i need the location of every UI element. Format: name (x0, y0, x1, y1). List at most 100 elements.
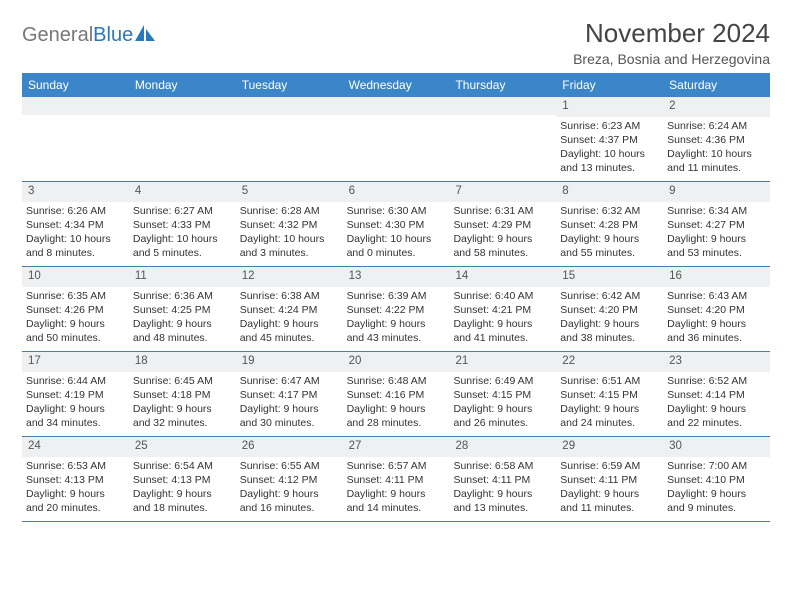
day-number: 1 (556, 97, 663, 117)
daylight-text: and 45 minutes. (240, 331, 337, 345)
sunset-text: Sunset: 4:12 PM (240, 473, 337, 487)
day-number: 4 (129, 182, 236, 202)
day-content: Sunrise: 6:40 AMSunset: 4:21 PMDaylight:… (449, 289, 556, 346)
sunset-text: Sunset: 4:24 PM (240, 303, 337, 317)
sunset-text: Sunset: 4:13 PM (133, 473, 230, 487)
weekday-header: Friday (556, 73, 663, 97)
daylight-text: and 55 minutes. (560, 246, 657, 260)
day-cell: 1 Sunrise: 6:23 AMSunset: 4:37 PMDaylight… (556, 97, 663, 181)
daylight-text: Daylight: 9 hours (240, 402, 337, 416)
daylight-text: Daylight: 10 hours (667, 147, 764, 161)
day-cell: 28Sunrise: 6:58 AMSunset: 4:11 PMDayligh… (449, 437, 556, 521)
daylight-text: Daylight: 9 hours (26, 317, 123, 331)
day-number: 23 (663, 352, 770, 372)
day-content: Sunrise: 6:49 AMSunset: 4:15 PMDaylight:… (449, 374, 556, 431)
daylight-text: Daylight: 9 hours (560, 487, 657, 501)
day-content: Sunrise: 6:45 AMSunset: 4:18 PMDaylight:… (129, 374, 236, 431)
sunset-text: Sunset: 4:32 PM (240, 218, 337, 232)
sunrise-text: Sunrise: 6:59 AM (560, 459, 657, 473)
day-number: 10 (22, 267, 129, 287)
daylight-text: and 58 minutes. (453, 246, 550, 260)
weeks-container: 1Sunrise: 6:23 AMSunset: 4:37 PMDaylight… (22, 97, 770, 522)
daylight-text: and 18 minutes. (133, 501, 230, 515)
daylight-text: and 48 minutes. (133, 331, 230, 345)
page-header: GeneralBlue November 2024 Breza, Bosnia … (22, 18, 770, 67)
daylight-text: Daylight: 9 hours (347, 487, 444, 501)
day-cell: 5Sunrise: 6:28 AMSunset: 4:32 PMDaylight… (236, 182, 343, 266)
day-number: 20 (343, 352, 450, 372)
daylight-text: and 3 minutes. (240, 246, 337, 260)
brand-part1: General (22, 24, 93, 47)
daylight-text: Daylight: 9 hours (240, 317, 337, 331)
day-cell: 26Sunrise: 6:55 AMSunset: 4:12 PMDayligh… (236, 437, 343, 521)
weekday-header: Saturday (663, 73, 770, 97)
day-cell (449, 97, 556, 181)
daylight-text: Daylight: 9 hours (453, 317, 550, 331)
day-cell (236, 97, 343, 181)
day-content: Sunrise: 6:42 AMSunset: 4:20 PMDaylight:… (556, 289, 663, 346)
sunrise-text: Sunrise: 6:53 AM (26, 459, 123, 473)
day-cell: 15Sunrise: 6:42 AMSunset: 4:20 PMDayligh… (556, 267, 663, 351)
day-cell: 13Sunrise: 6:39 AMSunset: 4:22 PMDayligh… (343, 267, 450, 351)
day-cell: 19Sunrise: 6:47 AMSunset: 4:17 PMDayligh… (236, 352, 343, 436)
day-number: 14 (449, 267, 556, 287)
daylight-text: Daylight: 9 hours (347, 402, 444, 416)
day-number (22, 97, 129, 115)
daylight-text: Daylight: 10 hours (26, 232, 123, 246)
day-number: 17 (22, 352, 129, 372)
sunrise-text: Sunrise: 6:57 AM (347, 459, 444, 473)
day-cell: 11Sunrise: 6:36 AMSunset: 4:25 PMDayligh… (129, 267, 236, 351)
day-content: Sunrise: 6:32 AMSunset: 4:28 PMDaylight:… (556, 204, 663, 261)
sunrise-text: Sunrise: 6:36 AM (133, 289, 230, 303)
calendar-page: GeneralBlue November 2024 Breza, Bosnia … (0, 0, 792, 612)
day-content: Sunrise: 6:43 AMSunset: 4:20 PMDaylight:… (663, 289, 770, 346)
week-row: 3Sunrise: 6:26 AMSunset: 4:34 PMDaylight… (22, 182, 770, 267)
daylight-text: Daylight: 10 hours (240, 232, 337, 246)
day-number: 18 (129, 352, 236, 372)
day-cell: 22Sunrise: 6:51 AMSunset: 4:15 PMDayligh… (556, 352, 663, 436)
sunrise-text: Sunrise: 6:23 AM (560, 119, 657, 133)
sunset-text: Sunset: 4:11 PM (347, 473, 444, 487)
sunrise-text: Sunrise: 6:26 AM (26, 204, 123, 218)
day-number: 22 (556, 352, 663, 372)
day-cell: 2Sunrise: 6:24 AMSunset: 4:36 PMDaylight… (663, 97, 770, 181)
sunset-text: Sunset: 4:37 PM (560, 133, 657, 147)
sunset-text: Sunset: 4:20 PM (560, 303, 657, 317)
sunset-text: Sunset: 4:33 PM (133, 218, 230, 232)
location-label: Breza, Bosnia and Herzegovina (573, 51, 770, 67)
day-cell (343, 97, 450, 181)
daylight-text: and 0 minutes. (347, 246, 444, 260)
sunset-text: Sunset: 4:15 PM (560, 388, 657, 402)
day-cell: 7Sunrise: 6:31 AMSunset: 4:29 PMDaylight… (449, 182, 556, 266)
day-content: Sunrise: 6:59 AMSunset: 4:11 PMDaylight:… (556, 459, 663, 516)
day-cell: 18Sunrise: 6:45 AMSunset: 4:18 PMDayligh… (129, 352, 236, 436)
daylight-text: and 30 minutes. (240, 416, 337, 430)
sunset-text: Sunset: 4:28 PM (560, 218, 657, 232)
sunrise-text: Sunrise: 6:40 AM (453, 289, 550, 303)
day-cell: 3Sunrise: 6:26 AMSunset: 4:34 PMDaylight… (22, 182, 129, 266)
day-number: 25 (129, 437, 236, 457)
daylight-text: and 16 minutes. (240, 501, 337, 515)
daylight-text: Daylight: 9 hours (26, 402, 123, 416)
day-number: 16 (663, 267, 770, 287)
day-content: Sunrise: 6:53 AMSunset: 4:13 PMDaylight:… (22, 459, 129, 516)
weekday-header: Monday (129, 73, 236, 97)
sunrise-text: Sunrise: 6:58 AM (453, 459, 550, 473)
daylight-text: Daylight: 10 hours (347, 232, 444, 246)
day-content: Sunrise: 6:27 AMSunset: 4:33 PMDaylight:… (129, 204, 236, 261)
day-cell: 23Sunrise: 6:52 AMSunset: 4:14 PMDayligh… (663, 352, 770, 436)
sunset-text: Sunset: 4:29 PM (453, 218, 550, 232)
daylight-text: and 28 minutes. (347, 416, 444, 430)
daylight-text: and 32 minutes. (133, 416, 230, 430)
daylight-text: Daylight: 10 hours (560, 147, 657, 161)
daylight-text: and 9 minutes. (667, 501, 764, 515)
day-content: Sunrise: 6:35 AMSunset: 4:26 PMDaylight:… (22, 289, 129, 346)
daylight-text: and 8 minutes. (26, 246, 123, 260)
day-cell: 4Sunrise: 6:27 AMSunset: 4:33 PMDaylight… (129, 182, 236, 266)
daylight-text: Daylight: 9 hours (133, 317, 230, 331)
day-cell: 25Sunrise: 6:54 AMSunset: 4:13 PMDayligh… (129, 437, 236, 521)
day-cell (22, 97, 129, 181)
daylight-text: Daylight: 9 hours (133, 402, 230, 416)
daylight-text: and 5 minutes. (133, 246, 230, 260)
sunrise-text: Sunrise: 6:34 AM (667, 204, 764, 218)
